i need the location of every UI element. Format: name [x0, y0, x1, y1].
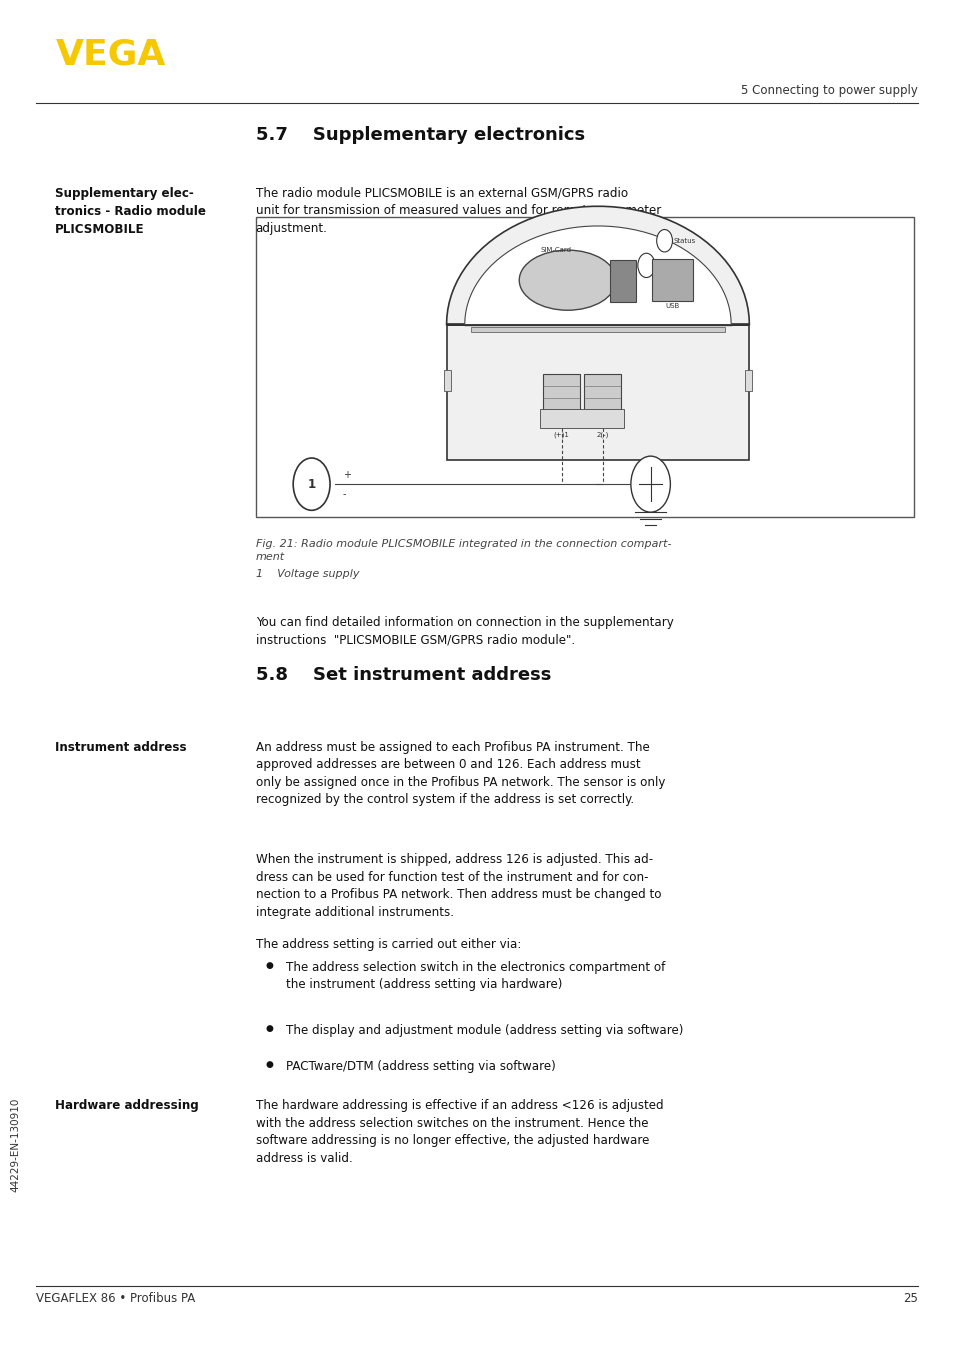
Text: USB: USB: [664, 303, 679, 309]
Text: You can find detailed information on connection in the supplementary
instruction: You can find detailed information on con…: [255, 616, 673, 647]
Text: The display and adjustment module (address setting via software): The display and adjustment module (addre…: [286, 1024, 683, 1037]
Bar: [609, 260, 635, 302]
Circle shape: [656, 230, 672, 252]
Bar: [584, 374, 620, 410]
Circle shape: [638, 253, 655, 278]
Text: The address setting is carried out either via:: The address setting is carried out eithe…: [255, 938, 520, 952]
Ellipse shape: [518, 250, 616, 310]
Text: VEGA: VEGA: [55, 38, 166, 72]
Bar: [443, 370, 451, 391]
Text: 1: 1: [307, 478, 315, 490]
Text: -: -: [342, 489, 346, 498]
Text: Instrument address: Instrument address: [55, 741, 187, 754]
Text: ●: ●: [265, 1060, 273, 1070]
Text: 5 Connecting to power supply: 5 Connecting to power supply: [740, 84, 917, 97]
Text: An address must be assigned to each Profibus PA instrument. The
approved address: An address must be assigned to each Prof…: [255, 741, 664, 806]
Text: Status: Status: [673, 238, 696, 244]
Text: 5.7    Supplementary electronics: 5.7 Supplementary electronics: [255, 126, 584, 144]
Text: ●: ●: [265, 1024, 273, 1033]
Polygon shape: [464, 226, 730, 325]
Text: PACTware/DTM (address setting via software): PACTware/DTM (address setting via softwa…: [286, 1060, 556, 1074]
Text: Fig. 21: Radio module PLICSMOBILE integrated in the connection compart-
ment: Fig. 21: Radio module PLICSMOBILE integr…: [255, 539, 671, 562]
FancyBboxPatch shape: [651, 260, 692, 301]
Bar: [744, 370, 752, 391]
Text: Hardware addressing: Hardware addressing: [55, 1099, 199, 1113]
Text: The radio module PLICSMOBILE is an external GSM/GPRS radio
unit for transmission: The radio module PLICSMOBILE is an exter…: [255, 187, 660, 234]
Text: VEGAFLEX 86 • Profibus PA: VEGAFLEX 86 • Profibus PA: [36, 1292, 195, 1305]
Text: 2(-): 2(-): [596, 432, 608, 439]
Text: 25: 25: [902, 1292, 917, 1305]
Text: The hardware addressing is effective if an address <126 is adjusted
with the add: The hardware addressing is effective if …: [255, 1099, 662, 1164]
Text: The address selection switch in the electronics compartment of
the instrument (a: The address selection switch in the elec…: [286, 961, 665, 991]
Text: 44229-EN-130910: 44229-EN-130910: [10, 1097, 20, 1192]
Text: 5.8    Set instrument address: 5.8 Set instrument address: [255, 666, 551, 684]
Circle shape: [293, 458, 330, 510]
Text: SIM-Card: SIM-Card: [539, 248, 571, 253]
Text: +: +: [342, 470, 350, 479]
Bar: [539, 409, 623, 428]
Text: ●: ●: [265, 961, 273, 971]
Text: (+)1: (+)1: [553, 432, 569, 439]
Text: Supplementary elec-
tronics - Radio module
PLICSMOBILE: Supplementary elec- tronics - Radio modu…: [55, 187, 206, 236]
Text: When the instrument is shipped, address 126 is adjusted. This ad-
dress can be u: When the instrument is shipped, address …: [255, 853, 660, 918]
Circle shape: [630, 456, 670, 512]
Text: 1    Voltage supply: 1 Voltage supply: [255, 569, 358, 578]
Polygon shape: [446, 206, 749, 325]
Bar: [543, 374, 579, 410]
Bar: [470, 326, 724, 332]
Text: Test: Test: [656, 263, 669, 268]
FancyBboxPatch shape: [446, 325, 749, 460]
Bar: [255, 217, 913, 517]
